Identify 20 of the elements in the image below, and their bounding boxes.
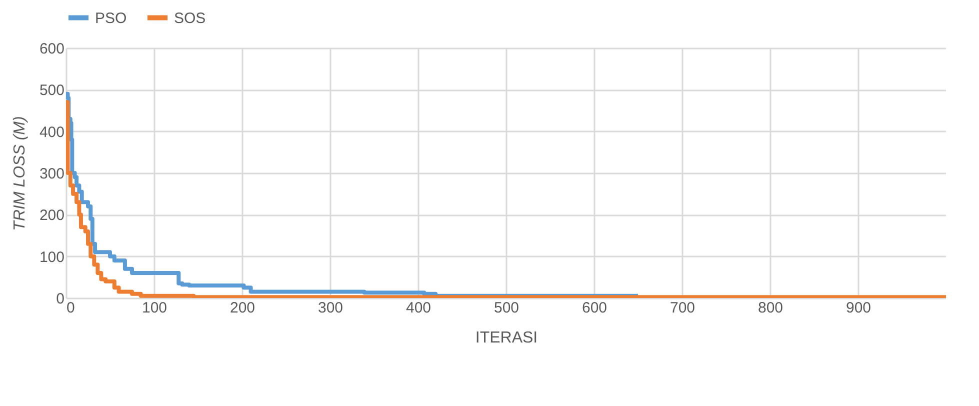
x-tick-label: 600 — [582, 300, 608, 316]
y-tick-label: 100 — [39, 248, 64, 266]
y-tick-label: 500 — [39, 82, 64, 100]
x-tick-label: 700 — [670, 300, 696, 316]
x-tick-label: 100 — [142, 300, 168, 316]
x-tick-label: 800 — [758, 300, 784, 316]
y-axis-title: TRIM LOSS (M) — [11, 116, 28, 231]
x-tick-label: 300 — [318, 300, 344, 316]
x-tick-label: 900 — [846, 300, 872, 316]
x-axis-title: ITERASI — [475, 330, 538, 346]
x-tick-label: 400 — [406, 300, 432, 316]
legend-label: PSO — [95, 10, 127, 27]
x-tick-label: 500 — [494, 300, 520, 316]
y-tick-label: 400 — [39, 124, 64, 141]
y-tick-label: 600 — [39, 40, 64, 58]
legend-label: SOS — [174, 10, 206, 27]
x-tick-label: 0 — [66, 300, 75, 316]
y-tick-label: 300 — [39, 166, 64, 182]
x-tick-label: 200 — [230, 300, 256, 316]
y-tick-label: 200 — [39, 207, 64, 224]
